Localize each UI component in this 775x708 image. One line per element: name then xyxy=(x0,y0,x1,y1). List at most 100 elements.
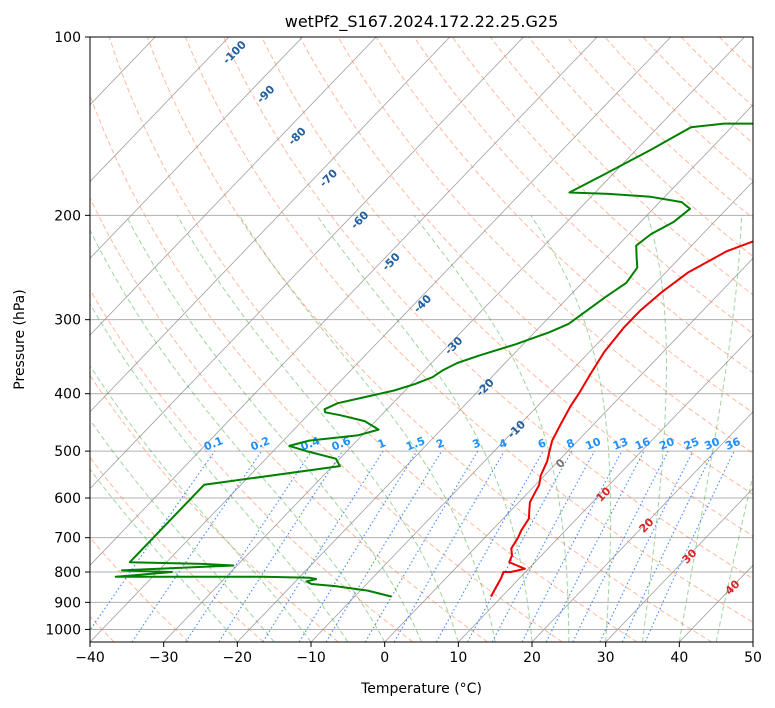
moist-adiabat-line xyxy=(90,303,349,642)
isotherm-line xyxy=(90,37,524,490)
isotherm-line xyxy=(458,334,753,642)
dry-adiabat-label: -10 xyxy=(505,418,528,441)
mixing-ratio-label: 4 xyxy=(497,436,509,451)
x-tick-label: 40 xyxy=(670,650,688,666)
dry-adiabat-label: -100 xyxy=(220,38,249,67)
dry-adiabat-line xyxy=(528,37,753,257)
dry-adiabat-line xyxy=(413,37,753,374)
dry-adiabat-label: -50 xyxy=(380,250,403,273)
isotherm-line xyxy=(90,37,303,259)
mixing-ratio-line xyxy=(262,450,384,642)
x-tick-label: −20 xyxy=(223,650,253,666)
moist-adiabat-line xyxy=(125,215,422,642)
mixing-ratio-line xyxy=(90,450,216,632)
dry-adiabat-label: -70 xyxy=(317,166,340,189)
mixing-ratio-line xyxy=(572,450,669,642)
mixing-ratio-line xyxy=(185,450,313,642)
mixing-ratio-label: 3 xyxy=(471,436,483,451)
x-tick-label: −30 xyxy=(149,650,179,666)
moist-adiabat-line xyxy=(530,215,612,642)
dry-adiabat-line xyxy=(90,196,488,642)
mixing-ratio-line xyxy=(467,450,573,642)
moist-adiabat-label: 40 xyxy=(723,577,743,597)
pressure-grid xyxy=(90,37,753,630)
moist-adiabat-line xyxy=(715,473,753,642)
axes: −40 −30 −20 −10 0 10 20 30 40 50 100 200 300 400 500 60… xyxy=(45,30,762,666)
y-tick-label: 800 xyxy=(54,565,81,581)
skewed-isotherms xyxy=(0,37,753,642)
mixing-ratio-line xyxy=(131,450,263,642)
moist-adiabat-line xyxy=(176,215,459,642)
dry-adiabat-line xyxy=(223,37,753,580)
x-tick-label: 20 xyxy=(523,650,541,666)
y-axis-title: Pressure (hPa) xyxy=(12,289,28,389)
y-tick-label: 400 xyxy=(54,387,81,403)
dry-adiabat-line xyxy=(566,37,753,219)
chart-title: wetPf2_S167.2024.172.22.25.G25 xyxy=(285,12,559,32)
dry-adiabat-line xyxy=(90,94,563,642)
isotherm-line xyxy=(90,37,230,183)
moist-adiabat-line xyxy=(238,215,496,642)
mixing-ratio-lines xyxy=(90,450,735,642)
mixing-ratio-label: 36 xyxy=(723,435,742,453)
isotherm-line xyxy=(90,37,451,413)
x-tick-label: 10 xyxy=(449,650,467,666)
moist-adiabat-line xyxy=(413,214,570,642)
dry-adiabat-line xyxy=(451,37,753,335)
dry-adiabat-label: -30 xyxy=(442,334,465,357)
y-tick-label: 900 xyxy=(54,595,81,611)
dry-adiabat-line xyxy=(90,536,190,642)
mixing-ratio-line xyxy=(435,450,544,642)
mixing-ratio-label: 1 xyxy=(376,436,388,451)
mixing-ratio-label: 8 xyxy=(565,436,577,451)
y-tick-label: 200 xyxy=(54,208,81,224)
moist-adiabats xyxy=(90,214,753,642)
isotherm-line xyxy=(605,487,753,642)
mixing-ratio-line xyxy=(325,450,443,642)
dry-adiabat-label: -20 xyxy=(474,376,497,399)
isotherm-line xyxy=(531,411,753,642)
dry-adiabat-label: -90 xyxy=(254,83,277,106)
x-tick-label: 50 xyxy=(744,650,762,666)
sounding-series xyxy=(114,122,753,598)
dry-adiabat-line xyxy=(261,37,753,537)
dry-adiabat-line xyxy=(184,37,753,623)
dry-adiabat-line xyxy=(337,37,753,454)
dry-adiabat-line xyxy=(90,288,414,642)
dry-adiabat-label: -40 xyxy=(411,292,434,315)
x-tick-label: −10 xyxy=(296,650,326,666)
dry-adiabat-line xyxy=(108,37,638,642)
temperature-series-line xyxy=(490,240,753,598)
dewpoint-series-line xyxy=(114,122,753,598)
dry-adiabat-line xyxy=(757,37,775,642)
dry-adiabat-line xyxy=(90,456,264,642)
isotherm-line xyxy=(90,37,377,336)
isotherm-line xyxy=(0,37,8,642)
moist-adiabat-line xyxy=(642,215,667,642)
reference-line-labels: -100-90-80-70-60-50-40-30-20-100.1 0.2 0.4… xyxy=(202,38,743,598)
isotherm-line xyxy=(752,641,753,642)
dry-adiabat-line xyxy=(146,37,712,642)
mixing-ratio-line xyxy=(545,450,645,642)
dry-adiabats xyxy=(90,37,775,642)
x-axis-title: Temperature (°C) xyxy=(360,681,482,697)
dry-adiabat-line xyxy=(490,37,753,296)
isotherm-line xyxy=(90,37,672,642)
isotherm-line xyxy=(384,257,753,642)
isotherm-line xyxy=(90,37,598,566)
mixing-ratio-line xyxy=(218,450,343,642)
y-tick-label: 700 xyxy=(54,531,81,547)
y-tick-label: 300 xyxy=(54,313,81,329)
moist-adiabat-line xyxy=(90,419,275,642)
dry-adiabat-label: -60 xyxy=(348,208,371,231)
moist-adiabat-label: 30 xyxy=(680,546,700,566)
moist-adiabat-line xyxy=(90,229,386,642)
mixing-ratio-label: 13 xyxy=(611,435,630,453)
mixing-ratio-label: 20 xyxy=(657,435,676,453)
x-tick-label: −40 xyxy=(75,650,105,666)
plot-frame xyxy=(89,36,754,643)
mixing-ratio-label: 16 xyxy=(633,435,652,453)
dry-adiabat-line xyxy=(375,37,753,414)
